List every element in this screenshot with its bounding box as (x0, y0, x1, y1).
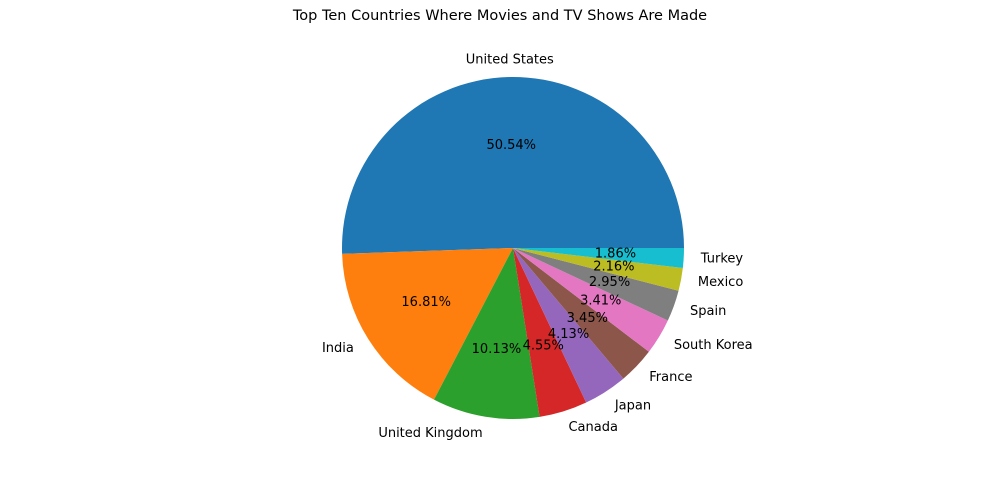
slice-label-united-kingdom: United Kingdom (378, 426, 482, 441)
percent-label-japan: 4.13% (548, 327, 589, 342)
pie-slice-spain (513, 248, 679, 321)
pie-slice-france (513, 248, 649, 379)
pie-slice-mexico (513, 248, 683, 291)
slice-label-turkey: Turkey (700, 251, 744, 266)
pie-slice-canada (513, 248, 587, 417)
percent-label-france: 3.45% (567, 311, 608, 326)
pie-slice-united-states (341, 76, 684, 254)
pie-slice-united-kingdom (433, 248, 540, 419)
percent-label-united-states: 50.54% (486, 138, 536, 153)
slice-label-united-states: United States (466, 52, 554, 67)
slice-label-south-korea: South Korea (674, 338, 753, 353)
slice-label-mexico: Mexico (698, 275, 743, 290)
chart-title: Top Ten Countries Where Movies and TV Sh… (292, 8, 708, 24)
slice-label-canada: Canada (568, 420, 617, 435)
slice-label-japan: Japan (614, 399, 651, 414)
percent-label-united-kingdom: 10.13% (472, 342, 522, 357)
percent-label-india: 16.81% (401, 295, 451, 310)
slice-label-spain: Spain (690, 304, 726, 319)
pie-slice-india (342, 248, 513, 400)
percent-label-spain: 2.95% (589, 275, 630, 290)
percent-label-turkey: 1.86% (595, 246, 636, 261)
slice-label-france: France (649, 370, 692, 385)
percent-label-mexico: 2.16% (593, 259, 634, 274)
percent-label-canada: 4.55% (523, 339, 564, 354)
slice-label-india: India (322, 341, 354, 356)
percent-label-south-korea: 3.41% (580, 294, 621, 309)
pie-slice-south-korea (513, 248, 668, 352)
pie-slice-japan (513, 248, 624, 403)
pie-slice-turkey (513, 248, 684, 268)
